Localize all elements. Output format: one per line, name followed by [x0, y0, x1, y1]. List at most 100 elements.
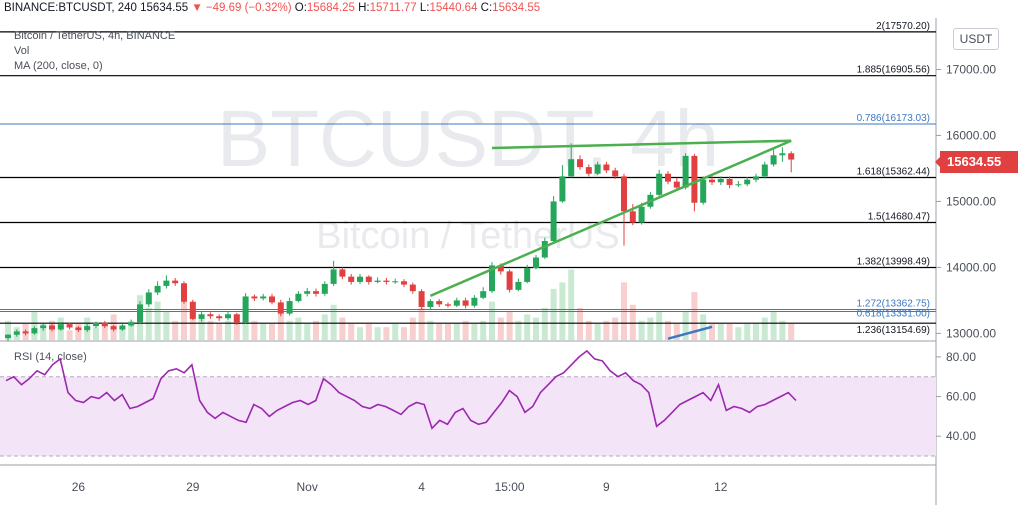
volume-bar: [339, 317, 346, 340]
moving-average-line: [667, 325, 713, 340]
candle-body: [427, 301, 434, 308]
candle-body: [691, 155, 698, 203]
fib-level-label: 1.236(13154.69): [857, 325, 930, 336]
volume-bar: [761, 317, 768, 340]
volume-bar: [66, 330, 73, 340]
volume-bar: [365, 324, 372, 340]
rsi-tick-label: 40.00: [946, 429, 976, 443]
candle-body: [321, 283, 328, 294]
candle-body: [233, 314, 240, 323]
candle-body: [770, 155, 777, 165]
last-price-tag: 15634.55: [935, 151, 1018, 173]
fib-level-label: 1.382(13998.49): [857, 257, 930, 268]
candle-body: [304, 291, 311, 294]
volume-bar: [5, 320, 11, 340]
volume-bar: [612, 317, 619, 340]
volume-bar: [471, 324, 478, 340]
candle-body: [418, 291, 425, 308]
candle-body: [84, 326, 91, 331]
candle-body: [101, 322, 108, 327]
candle-body: [577, 159, 583, 168]
volume-bar: [788, 324, 795, 340]
price-axis[interactable]: 13000.00 14000.00 15000.00 16000.00 17000.00: [936, 62, 996, 340]
time-axis[interactable]: 26 29 Nov 4 15:00 9 12: [72, 480, 728, 494]
candle-body: [629, 211, 636, 223]
candle-body: [559, 176, 566, 202]
candle-body: [409, 284, 416, 292]
volume-bar: [401, 327, 407, 340]
price-tick-label: 15000.00: [946, 194, 996, 208]
candle-body: [13, 331, 20, 335]
time-tick-label: 4: [418, 480, 425, 494]
volume-bar: [585, 320, 592, 340]
trendline[interactable]: [429, 139, 792, 297]
candle-body: [198, 314, 205, 319]
rsi-line: [5, 349, 797, 430]
candle-body: [533, 257, 539, 269]
candle-body: [5, 334, 11, 339]
candle-body: [137, 304, 143, 323]
volume-bar: [286, 320, 293, 340]
candle-body: [744, 179, 751, 185]
volume-bar: [744, 324, 751, 340]
candle-body: [40, 325, 47, 329]
price-tick-label: 16000.00: [946, 128, 996, 142]
price-tick-label: 13000.00: [946, 326, 996, 340]
volume-bar: [233, 314, 240, 340]
legend-moving-average[interactable]: MA (200, close, 0): [14, 60, 103, 72]
currency-button[interactable]: USDT: [953, 28, 999, 50]
legend-volume[interactable]: Vol: [14, 45, 30, 57]
candle-body: [753, 176, 759, 180]
candle-body: [603, 164, 610, 171]
candle-body: [568, 159, 575, 177]
indicator-legend[interactable]: Bitcoin / TetherUS, 4h, BINANCE Vol MA (…: [14, 29, 175, 74]
volume-bar: [682, 311, 689, 340]
candle-body: [621, 176, 627, 212]
trendline[interactable]: [491, 139, 792, 150]
volume-bar: [709, 324, 715, 340]
low-label: L:: [419, 2, 430, 14]
volume-bar: [330, 304, 337, 340]
candle-body: [357, 276, 363, 282]
time-tick-label: 26: [72, 480, 86, 494]
volume-bar: [568, 269, 575, 340]
candle-body: [163, 280, 170, 286]
volume-bar: [497, 317, 504, 340]
fib-level-label: 1.5(14680.47): [868, 212, 930, 223]
volume-bar: [436, 324, 443, 340]
candle-body: [172, 280, 179, 284]
candle-body: [128, 322, 135, 326]
candle-body: [462, 300, 469, 306]
candle-body: [207, 314, 214, 317]
volume-bar: [269, 324, 275, 340]
trendlines[interactable]: [429, 139, 792, 340]
close-label: C:: [480, 2, 493, 14]
candle-body: [709, 179, 715, 183]
volume-bar: [189, 308, 196, 340]
candle-body: [242, 296, 249, 323]
candle-body: [612, 170, 619, 177]
fib-level-label: 0.618(13331.00): [857, 309, 930, 320]
volume-bar: [770, 311, 777, 340]
open-value: 15684.25: [306, 2, 355, 14]
candle-body: [277, 302, 284, 314]
legend-series-title[interactable]: Bitcoin / TetherUS, 4h, BINANCE: [14, 30, 176, 42]
candle-body: [330, 269, 337, 284]
volume-bar: [313, 320, 319, 340]
last-price: 15634.55: [140, 2, 189, 14]
candle-body: [295, 293, 302, 302]
fibonacci-levels[interactable]: 2(17570.20) 1.885(16905.56) 0.786(16173.03…: [0, 21, 936, 336]
close-value: 15634.55: [492, 2, 541, 14]
volume-bar: [40, 324, 47, 340]
volume-bar: [665, 320, 671, 340]
volume-bar: [735, 327, 742, 340]
candle-body: [550, 201, 557, 242]
volume-bar: [594, 324, 601, 340]
candle-body: [524, 268, 531, 282]
candle-body: [717, 179, 724, 183]
rsi-legend[interactable]: RSI (14, close): [14, 351, 87, 363]
volume-bar: [647, 317, 654, 340]
candle-body: [365, 276, 372, 282]
rsi-axis[interactable]: 40.00 60.00 80.00: [936, 350, 976, 443]
